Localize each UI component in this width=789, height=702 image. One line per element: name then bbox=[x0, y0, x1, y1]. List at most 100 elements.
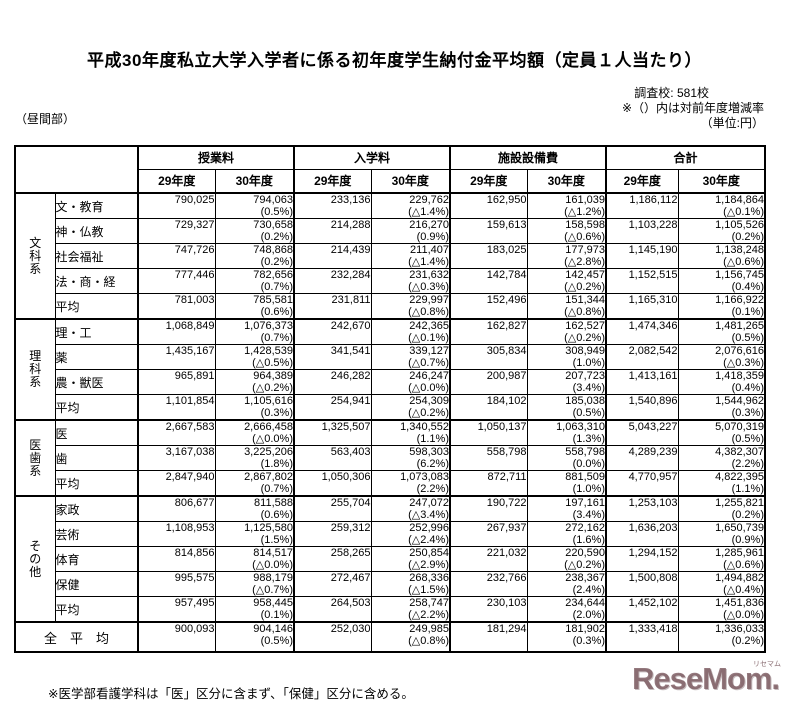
fee-value-cell: 264,503 bbox=[293, 596, 372, 623]
category-group-label: 医歯系 bbox=[14, 419, 56, 497]
department-label: 薬 bbox=[54, 344, 139, 370]
fee-change-rate: (△0.6%) bbox=[564, 231, 605, 243]
fee-change-rate bbox=[608, 433, 677, 445]
fee-value-cell: 211,407 (△1.4%) bbox=[370, 243, 451, 269]
fee-amount: 183,025 bbox=[486, 244, 527, 257]
fee-change-rate: (0.6%) bbox=[260, 509, 293, 521]
category-group-label: 理科系 bbox=[14, 318, 56, 421]
fee-amount: 232,766 bbox=[486, 572, 527, 585]
fee-change-rate: (2.2%) bbox=[731, 458, 764, 470]
fee-value-cell: 214,439 bbox=[293, 243, 372, 269]
fee-value-cell: 1,340,552 (1.1%) bbox=[370, 419, 451, 446]
fee-value-cell: 242,365 (△0.1%) bbox=[370, 318, 451, 345]
fee-amount: 1,451,836 bbox=[715, 597, 764, 609]
fee-amount: 162,950 bbox=[486, 194, 527, 206]
fee-change-rate: (△0.3%) bbox=[408, 281, 449, 293]
fee-change-rate bbox=[140, 559, 214, 571]
fee-change-rate bbox=[296, 433, 370, 445]
fee-amount: 254,941 bbox=[330, 395, 371, 407]
fee-value-cell: 3,225,206 (1.8%) bbox=[214, 445, 295, 471]
fee-change-rate: (△0.0%) bbox=[252, 559, 293, 571]
fee-value-cell: 221,032 bbox=[449, 546, 528, 572]
fee-amount: 5,070,319 bbox=[715, 421, 764, 433]
fee-change-rate: (2.2%) bbox=[416, 483, 449, 495]
fee-change-rate: (△0.6%) bbox=[723, 256, 764, 268]
fee-value-cell: 200,987 bbox=[449, 369, 528, 395]
fee-change-rate: (1.1%) bbox=[416, 433, 449, 445]
fee-amount: 806,677 bbox=[174, 497, 215, 509]
meta-block: 調査校: 581校 ※（）内は対前年度増減率 （単位:円） bbox=[622, 86, 764, 131]
fee-amount: 598,303 bbox=[409, 446, 449, 459]
fee-value-cell: 2,867,802 (0.7%) bbox=[214, 470, 295, 497]
fee-change-rate bbox=[296, 306, 370, 318]
fee-change-rate bbox=[452, 407, 526, 419]
fee-amount: 2,076,616 bbox=[715, 345, 764, 358]
fee-change-rate bbox=[452, 609, 526, 621]
fee-amount: 185,038 bbox=[565, 395, 605, 407]
fee-change-rate: (0.9%) bbox=[416, 231, 449, 243]
department-label: 平均 bbox=[54, 394, 139, 421]
fee-change-rate bbox=[296, 534, 370, 546]
fee-value-cell: 247,072 (△3.4%) bbox=[370, 495, 451, 522]
fee-value-cell: 1,105,526 (0.2%) bbox=[677, 218, 766, 244]
fee-value-cell: 1,285,961 (△0.6%) bbox=[677, 546, 766, 572]
fee-value-cell: 161,039 (△1.2%) bbox=[526, 192, 607, 219]
fee-change-rate: (0.5%) bbox=[731, 433, 764, 445]
fee-amount: 1,105,526 bbox=[715, 219, 764, 232]
fee-amount: 207,723 bbox=[565, 370, 605, 383]
fee-change-rate: (0.9%) bbox=[731, 534, 764, 546]
fee-amount: 1,255,821 bbox=[715, 497, 764, 509]
fee-change-rate bbox=[452, 306, 526, 318]
fee-value-cell: 1,413,161 bbox=[605, 369, 679, 395]
fee-value-cell: 252,030 bbox=[293, 621, 372, 653]
fee-change-rate bbox=[608, 635, 677, 647]
fee-change-rate bbox=[140, 357, 214, 369]
fee-amount: 814,517 bbox=[253, 547, 293, 560]
fee-amount: 229,997 bbox=[409, 294, 449, 306]
fee-amount: 730,658 bbox=[253, 219, 293, 232]
fee-change-rate: (2.0%) bbox=[572, 609, 605, 621]
fee-change-rate: (△0.7%) bbox=[408, 357, 449, 369]
resemom-logo: ReseMom. bbox=[632, 661, 780, 696]
fee-change-rate bbox=[296, 483, 370, 495]
fee-value-cell: 2,666,458 (△0.0%) bbox=[214, 419, 295, 446]
fee-amount: 748,868 bbox=[253, 244, 293, 257]
fee-change-rate: (△1.5%) bbox=[408, 584, 449, 596]
fee-value-cell: 230,103 bbox=[449, 596, 528, 623]
category-group-char: 科 bbox=[29, 362, 42, 376]
fee-change-rate: (△0.2%) bbox=[564, 281, 605, 293]
fee-amount: 159,613 bbox=[486, 219, 527, 232]
fee-change-rate bbox=[140, 584, 214, 596]
fee-value-cell: 190,722 bbox=[449, 495, 528, 522]
year-header: 30年度 bbox=[370, 168, 451, 194]
fee-change-rate: (0.5%) bbox=[260, 635, 293, 647]
fee-amount: 211,407 bbox=[410, 244, 449, 257]
table-corner-cell bbox=[14, 145, 139, 194]
fee-value-cell: 185,038 (0.5%) bbox=[526, 394, 607, 421]
department-label: 平均 bbox=[54, 293, 139, 320]
fee-value-cell: 2,082,542 bbox=[605, 344, 679, 370]
fee-amount: 1,636,203 bbox=[628, 522, 678, 535]
fee-amount: 308,949 bbox=[565, 345, 605, 358]
fee-value-cell: 234,644 (2.0%) bbox=[526, 596, 607, 623]
fee-amount: 142,784 bbox=[486, 269, 527, 282]
fee-value-cell: 1,166,922 (0.1%) bbox=[677, 293, 766, 320]
fee-value-cell: 181,902 (0.3%) bbox=[526, 621, 607, 653]
fee-amount: 162,527 bbox=[565, 320, 605, 332]
category-group-char: 系 bbox=[29, 375, 42, 389]
fee-change-rate bbox=[296, 635, 370, 647]
fee-value-cell: 1,076,373 (0.7%) bbox=[214, 318, 295, 345]
fee-value-cell: 305,834 bbox=[449, 344, 528, 370]
fee-change-rate: (△0.8%) bbox=[564, 306, 605, 318]
fee-value-cell: 151,344 (△0.8%) bbox=[526, 293, 607, 320]
fee-change-rate: (1.1%) bbox=[731, 483, 764, 495]
fee-amount: 1,108,953 bbox=[165, 522, 215, 535]
fee-amount: 995,575 bbox=[174, 572, 215, 585]
fee-value-cell: 259,312 bbox=[293, 521, 372, 547]
fee-change-rate bbox=[452, 382, 526, 394]
fee-change-rate bbox=[296, 407, 370, 419]
fee-value-cell: 1,156,745 (0.4%) bbox=[677, 268, 766, 294]
fee-value-cell: 2,667,583 bbox=[137, 419, 216, 446]
fee-change-rate: (△0.1%) bbox=[723, 206, 764, 218]
fee-value-cell: 4,289,239 bbox=[605, 445, 679, 471]
